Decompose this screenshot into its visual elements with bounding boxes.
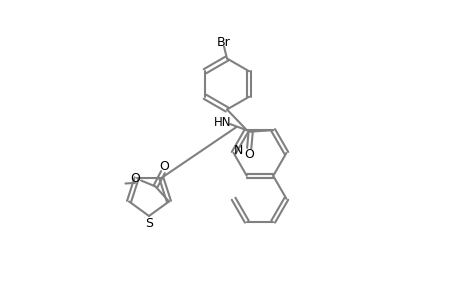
Text: O: O: [244, 148, 253, 161]
Text: N: N: [233, 143, 242, 157]
Text: S: S: [145, 217, 153, 230]
Text: O: O: [159, 160, 168, 172]
Text: O: O: [130, 172, 140, 184]
Text: Br: Br: [217, 35, 230, 49]
Text: HN: HN: [213, 116, 231, 129]
